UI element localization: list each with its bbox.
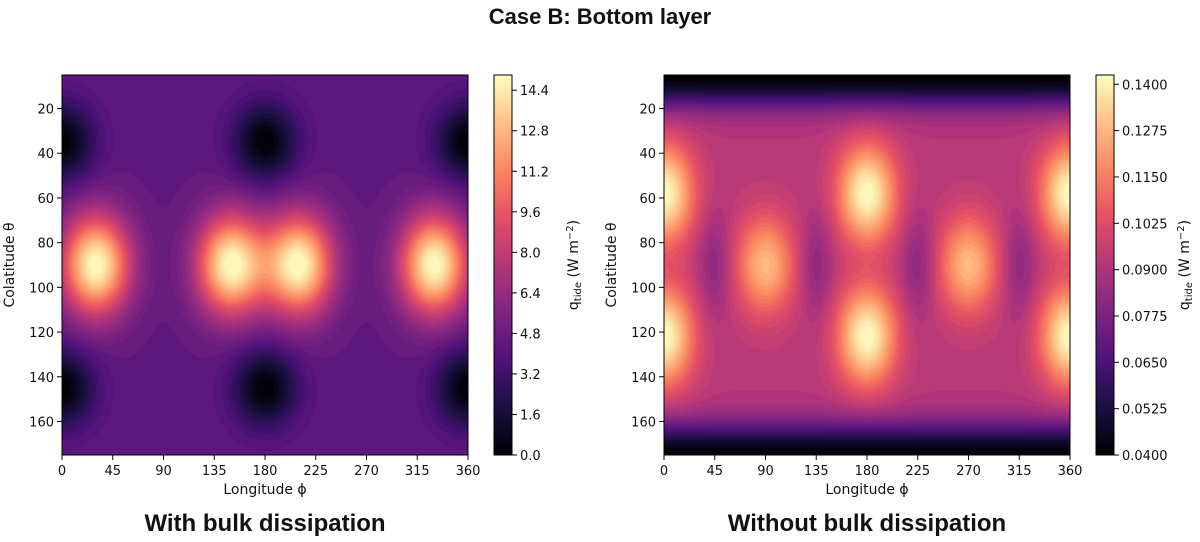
colorbar-left-bar xyxy=(493,74,513,456)
x-tick-label: 45 xyxy=(104,464,121,479)
x-tick-label: 135 xyxy=(202,464,227,479)
heatmap-left-ylabel: Colatitude θ xyxy=(2,222,18,307)
x-tick-label: 315 xyxy=(405,464,430,479)
colorbar-tick-label: 0.0775 xyxy=(1122,310,1168,325)
heatmap-right-y-axis: 20 40 60 80 100 120 140 160 xyxy=(631,103,664,430)
colorbar-right: 0.0400 0.0525 0.0650 0.0775 0.0900 0.1025 0.11… xyxy=(1095,74,1195,464)
x-tick-label: 90 xyxy=(155,464,172,479)
colorbar-tick-label: 0.0650 xyxy=(1122,356,1168,371)
colorbar-tick-label: 0.1275 xyxy=(1122,125,1168,140)
colorbar-right-ticks: 0.0400 0.0525 0.0650 0.0775 0.0900 0.1025 0.11… xyxy=(1114,78,1168,464)
x-tick-label: 180 xyxy=(253,464,278,479)
x-tick-label: 0 xyxy=(660,464,668,479)
heatmap-left-field xyxy=(62,75,468,455)
colorbar-tick-label: 0.0900 xyxy=(1122,264,1168,279)
colorbar-tick-label: 11.2 xyxy=(520,165,549,180)
colorbar-left-label: qtide (W m−2) xyxy=(565,220,584,310)
caption-right: Without bulk dissipation xyxy=(727,510,1007,537)
heatmap-right-xlabel: Longitude ϕ xyxy=(825,482,908,498)
y-tick-label: 20 xyxy=(37,103,54,118)
x-tick-label: 0 xyxy=(58,464,66,479)
caption-left: With bulk dissipation xyxy=(144,510,386,537)
x-tick-label: 270 xyxy=(354,464,379,479)
y-tick-label: 100 xyxy=(29,281,54,296)
y-tick-label: 60 xyxy=(37,192,54,207)
y-tick-label: 160 xyxy=(631,415,656,430)
y-tick-label: 40 xyxy=(37,147,54,162)
colorbar-tick-label: 0.0525 xyxy=(1122,403,1168,418)
y-tick-label: 100 xyxy=(631,281,656,296)
x-tick-label: 225 xyxy=(303,464,328,479)
x-tick-label: 360 xyxy=(456,464,481,479)
colorbar-tick-label: 1.6 xyxy=(520,408,541,423)
colorbar-tick-label: 0.1150 xyxy=(1122,171,1168,186)
colorbar-tick-label: 12.8 xyxy=(520,125,549,140)
colorbar-tick-label: 0.0400 xyxy=(1122,449,1168,464)
x-tick-label: 360 xyxy=(1058,464,1083,479)
y-tick-label: 120 xyxy=(631,326,656,341)
y-tick-label: 40 xyxy=(639,147,656,162)
x-tick-label: 315 xyxy=(1007,464,1032,479)
colorbar-right-bar xyxy=(1095,74,1115,456)
y-tick-label: 140 xyxy=(631,371,656,386)
heatmap-left: 0 45 90 135 180 225 270 315 360 20 40 60 80 100 120 14… xyxy=(2,74,481,498)
x-tick-label: 270 xyxy=(956,464,981,479)
y-tick-label: 140 xyxy=(29,371,54,386)
y-tick-label: 80 xyxy=(37,237,54,252)
heatmap-right: 0 45 90 135 180 225 270 315 360 20 40 60 80 100 120 14… xyxy=(604,74,1083,498)
colorbar-left-ticks: 0.0 1.6 3.2 4.8 6.4 8.0 9.6 11.2 12.8 14.4 xyxy=(512,84,549,464)
heatmap-right-x-axis: 0 45 90 135 180 225 270 315 360 xyxy=(660,455,1083,479)
colorbar-right-label: qtide (W m−2) xyxy=(1176,220,1195,310)
colorbar-tick-label: 0.1400 xyxy=(1122,78,1168,93)
colorbar-tick-label: 8.0 xyxy=(520,246,541,261)
x-tick-label: 135 xyxy=(804,464,829,479)
heatmap-right-ylabel: Colatitude θ xyxy=(604,222,620,307)
x-tick-label: 90 xyxy=(757,464,774,479)
x-tick-label: 225 xyxy=(905,464,930,479)
colorbar-tick-label: 3.2 xyxy=(520,368,541,383)
y-tick-label: 160 xyxy=(29,415,54,430)
colorbar-tick-label: 4.8 xyxy=(520,327,541,342)
colorbar-left: 0.0 1.6 3.2 4.8 6.4 8.0 9.6 11.2 12.8 14.4 qtide … xyxy=(493,74,584,464)
x-tick-label: 180 xyxy=(855,464,880,479)
figure-title: Case B: Bottom layer xyxy=(488,4,712,29)
heatmap-right-field xyxy=(664,75,1070,455)
colorbar-tick-label: 14.4 xyxy=(520,84,549,99)
heatmap-left-y-axis: 20 40 60 80 100 120 140 160 xyxy=(29,103,62,430)
colorbar-tick-label: 6.4 xyxy=(520,287,541,302)
y-tick-label: 120 xyxy=(29,326,54,341)
heatmap-left-x-axis: 0 45 90 135 180 225 270 315 360 xyxy=(58,455,481,479)
colorbar-tick-label: 0.0 xyxy=(520,449,541,464)
colorbar-tick-label: 9.6 xyxy=(520,206,541,221)
y-tick-label: 60 xyxy=(639,192,656,207)
y-tick-label: 80 xyxy=(639,237,656,252)
y-tick-label: 20 xyxy=(639,103,656,118)
x-tick-label: 45 xyxy=(706,464,723,479)
heatmap-left-xlabel: Longitude ϕ xyxy=(223,482,306,498)
colorbar-tick-label: 0.1025 xyxy=(1122,217,1168,232)
